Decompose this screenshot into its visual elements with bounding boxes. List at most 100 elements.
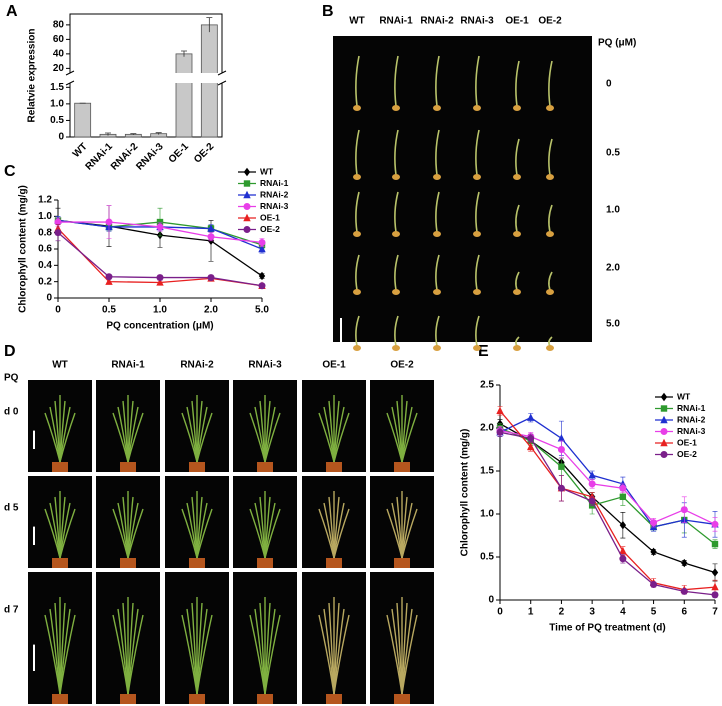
marker bbox=[243, 213, 251, 222]
y-tick-label: 1.0 bbox=[50, 99, 64, 110]
seedling bbox=[475, 254, 480, 291]
column-label: RNAi-2 bbox=[180, 360, 214, 371]
y-tick-label: 0.2 bbox=[38, 276, 52, 287]
column-label: OE-2 bbox=[390, 360, 414, 371]
error-bar bbox=[206, 17, 213, 33]
column-label: RNAi-1 bbox=[111, 360, 145, 371]
y-tick-label: 0.5 bbox=[480, 552, 494, 563]
seed bbox=[473, 345, 481, 351]
marker bbox=[156, 278, 164, 286]
x-tick-label: RNAi-3 bbox=[134, 141, 166, 173]
seed bbox=[473, 105, 481, 111]
pot bbox=[394, 558, 410, 568]
seed bbox=[392, 289, 400, 295]
marker bbox=[660, 451, 668, 458]
panel-letter: B bbox=[322, 3, 334, 20]
column-label: RNAi-1 bbox=[379, 16, 413, 27]
marker bbox=[496, 406, 504, 414]
y-tick-label: 0.6 bbox=[38, 244, 52, 255]
seedling bbox=[548, 204, 553, 233]
y-tick-label: 2.5 bbox=[480, 380, 494, 391]
marker bbox=[156, 274, 164, 282]
marker bbox=[156, 218, 164, 226]
seed bbox=[392, 345, 400, 351]
row-label: 2.0 bbox=[606, 263, 620, 274]
leaf bbox=[264, 412, 281, 463]
seedling bbox=[394, 315, 399, 347]
seed bbox=[353, 289, 361, 295]
y-tick-label: 0.5 bbox=[50, 115, 64, 126]
legend-label: OE-2 bbox=[260, 224, 280, 234]
seedling bbox=[435, 55, 440, 107]
x-axis-label: PQ concentration (μM) bbox=[106, 321, 213, 332]
y-tick-label: 2.0 bbox=[480, 423, 494, 434]
x-tick-label: 1 bbox=[528, 607, 534, 618]
pot bbox=[52, 694, 68, 704]
y-axis-label: Relatvie expression bbox=[27, 29, 38, 123]
leaf bbox=[333, 614, 350, 695]
x-tick-label: 0.5 bbox=[102, 305, 116, 316]
seedling bbox=[394, 129, 399, 176]
seed bbox=[546, 105, 554, 111]
y-tick-label: 1.5 bbox=[480, 466, 494, 477]
marker bbox=[660, 415, 668, 424]
y-tick-label: 40 bbox=[53, 49, 65, 60]
y-tick-label: 1.2 bbox=[38, 195, 52, 206]
marker bbox=[557, 446, 565, 453]
error-bar bbox=[181, 50, 187, 57]
y-tick-label: 0 bbox=[58, 132, 64, 143]
series-line bbox=[499, 416, 716, 528]
error-bar bbox=[105, 132, 111, 136]
column-label: OE-1 bbox=[505, 16, 529, 27]
pot bbox=[52, 558, 68, 568]
column-label: OE-2 bbox=[538, 16, 562, 27]
legend-label: OE-1 bbox=[260, 212, 280, 222]
legend-label: RNAi-3 bbox=[260, 201, 289, 211]
x-tick-label: 3 bbox=[589, 607, 595, 618]
marker bbox=[54, 229, 62, 237]
legend-label: WT bbox=[260, 166, 274, 176]
x-tick-label: 5 bbox=[651, 607, 657, 618]
x-axis-label: Time of PQ treatment (d) bbox=[549, 623, 666, 634]
x-tick-label: OE-1 bbox=[167, 141, 192, 166]
seed bbox=[546, 231, 554, 237]
seed bbox=[473, 174, 481, 180]
x-tick-label: RNAi-1 bbox=[84, 141, 116, 173]
legend-label: RNAi-2 bbox=[260, 189, 289, 199]
y-tick-label: 0 bbox=[488, 595, 494, 606]
marker bbox=[680, 587, 688, 595]
pot bbox=[326, 462, 342, 472]
seedling bbox=[475, 129, 480, 176]
seedling bbox=[548, 138, 553, 176]
error-bar bbox=[155, 132, 162, 135]
marker bbox=[105, 277, 113, 285]
row-title: PQ bbox=[4, 373, 19, 384]
seed bbox=[353, 105, 361, 111]
marker bbox=[258, 238, 266, 246]
column-label: RNAi-2 bbox=[420, 16, 454, 27]
x-tick-label: 5.0 bbox=[255, 305, 269, 316]
marker bbox=[243, 190, 251, 199]
marker bbox=[711, 568, 719, 577]
marker bbox=[105, 273, 113, 281]
marker bbox=[711, 591, 719, 599]
seedling bbox=[355, 254, 360, 291]
seedling bbox=[435, 254, 440, 291]
leaf bbox=[196, 508, 213, 559]
seed bbox=[473, 231, 481, 237]
pot bbox=[189, 694, 205, 704]
seed bbox=[513, 231, 521, 237]
column-label: OE-1 bbox=[322, 360, 346, 371]
leaf bbox=[401, 508, 418, 559]
marker bbox=[588, 480, 596, 488]
y-axis-label: Chlorophyll content (mg/g) bbox=[18, 185, 29, 313]
leaf bbox=[59, 412, 76, 463]
marker bbox=[558, 463, 565, 470]
leaf bbox=[196, 412, 213, 463]
row-label: d 0 bbox=[4, 407, 19, 418]
pot bbox=[326, 694, 342, 704]
x-tick-label: 0 bbox=[497, 607, 503, 618]
seedling bbox=[515, 271, 520, 291]
seed bbox=[513, 345, 521, 351]
x-tick-label: RNAi-2 bbox=[109, 141, 141, 173]
